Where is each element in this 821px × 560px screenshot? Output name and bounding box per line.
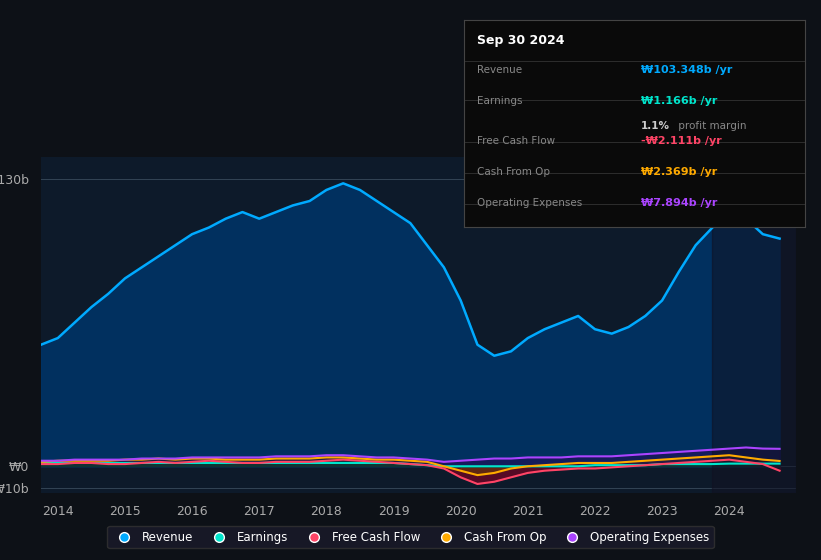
Text: 1.1%: 1.1% — [641, 121, 670, 131]
Legend: Revenue, Earnings, Free Cash Flow, Cash From Op, Operating Expenses: Revenue, Earnings, Free Cash Flow, Cash … — [108, 526, 713, 548]
Text: Revenue: Revenue — [478, 65, 523, 75]
Text: -₩2.111b /yr: -₩2.111b /yr — [641, 136, 722, 146]
Text: profit margin: profit margin — [675, 121, 746, 131]
Text: ₩7.894b /yr: ₩7.894b /yr — [641, 198, 718, 208]
Text: ₩2.369b /yr: ₩2.369b /yr — [641, 167, 718, 177]
Text: ₩1.166b /yr: ₩1.166b /yr — [641, 96, 718, 106]
Text: Earnings: Earnings — [478, 96, 523, 106]
Bar — [713, 157, 796, 493]
Text: Sep 30 2024: Sep 30 2024 — [478, 34, 565, 47]
Text: Free Cash Flow: Free Cash Flow — [478, 136, 556, 146]
Text: ₩103.348b /yr: ₩103.348b /yr — [641, 65, 732, 75]
Text: Operating Expenses: Operating Expenses — [478, 198, 583, 208]
Text: Cash From Op: Cash From Op — [478, 167, 551, 177]
